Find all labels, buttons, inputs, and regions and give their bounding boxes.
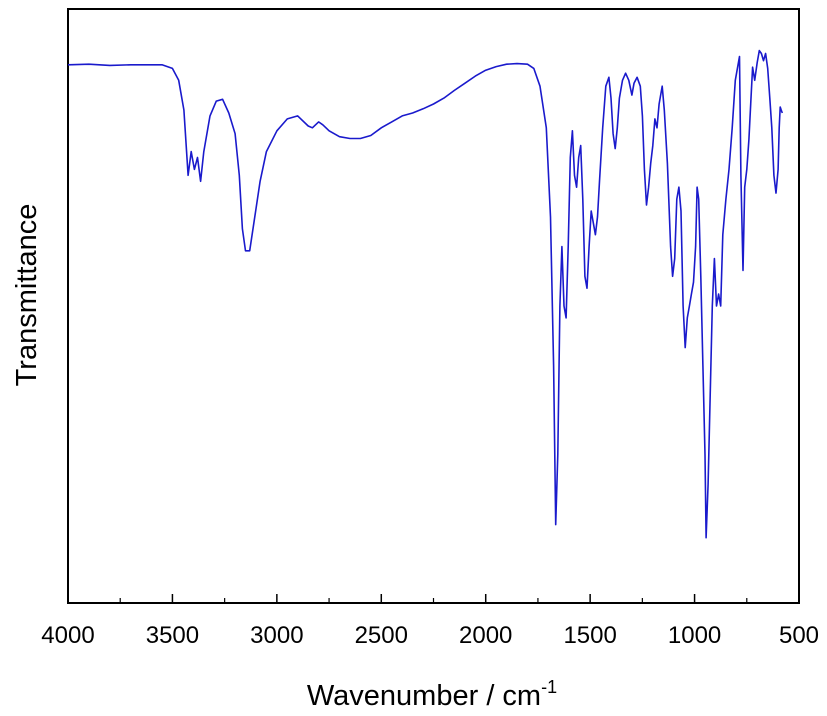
x-tick-label: 1000	[668, 622, 721, 649]
spectrum-line	[67, 49, 784, 539]
x-tick-label: 1500	[563, 622, 616, 649]
x-tick-label: 3000	[250, 622, 303, 649]
plot-area-frame	[67, 8, 800, 604]
x-tick-label: 500	[779, 622, 819, 649]
x-tick-label: 4000	[41, 622, 94, 649]
x-axis-ticks	[67, 594, 800, 603]
x-tick-label: 2000	[459, 622, 512, 649]
x-axis-tick-labels: 4000 3500 3000 2500 2000 1500 1000 500	[41, 622, 819, 649]
x-axis-title-superscript: -1	[541, 677, 557, 697]
x-axis-title-text: Wavenumber / cm	[307, 680, 541, 712]
x-tick-label: 2500	[355, 622, 408, 649]
x-tick-label: 3500	[146, 622, 199, 649]
x-axis-title: Wavenumber / cm-1	[307, 677, 557, 712]
y-axis-title: Transmittance	[11, 204, 43, 387]
